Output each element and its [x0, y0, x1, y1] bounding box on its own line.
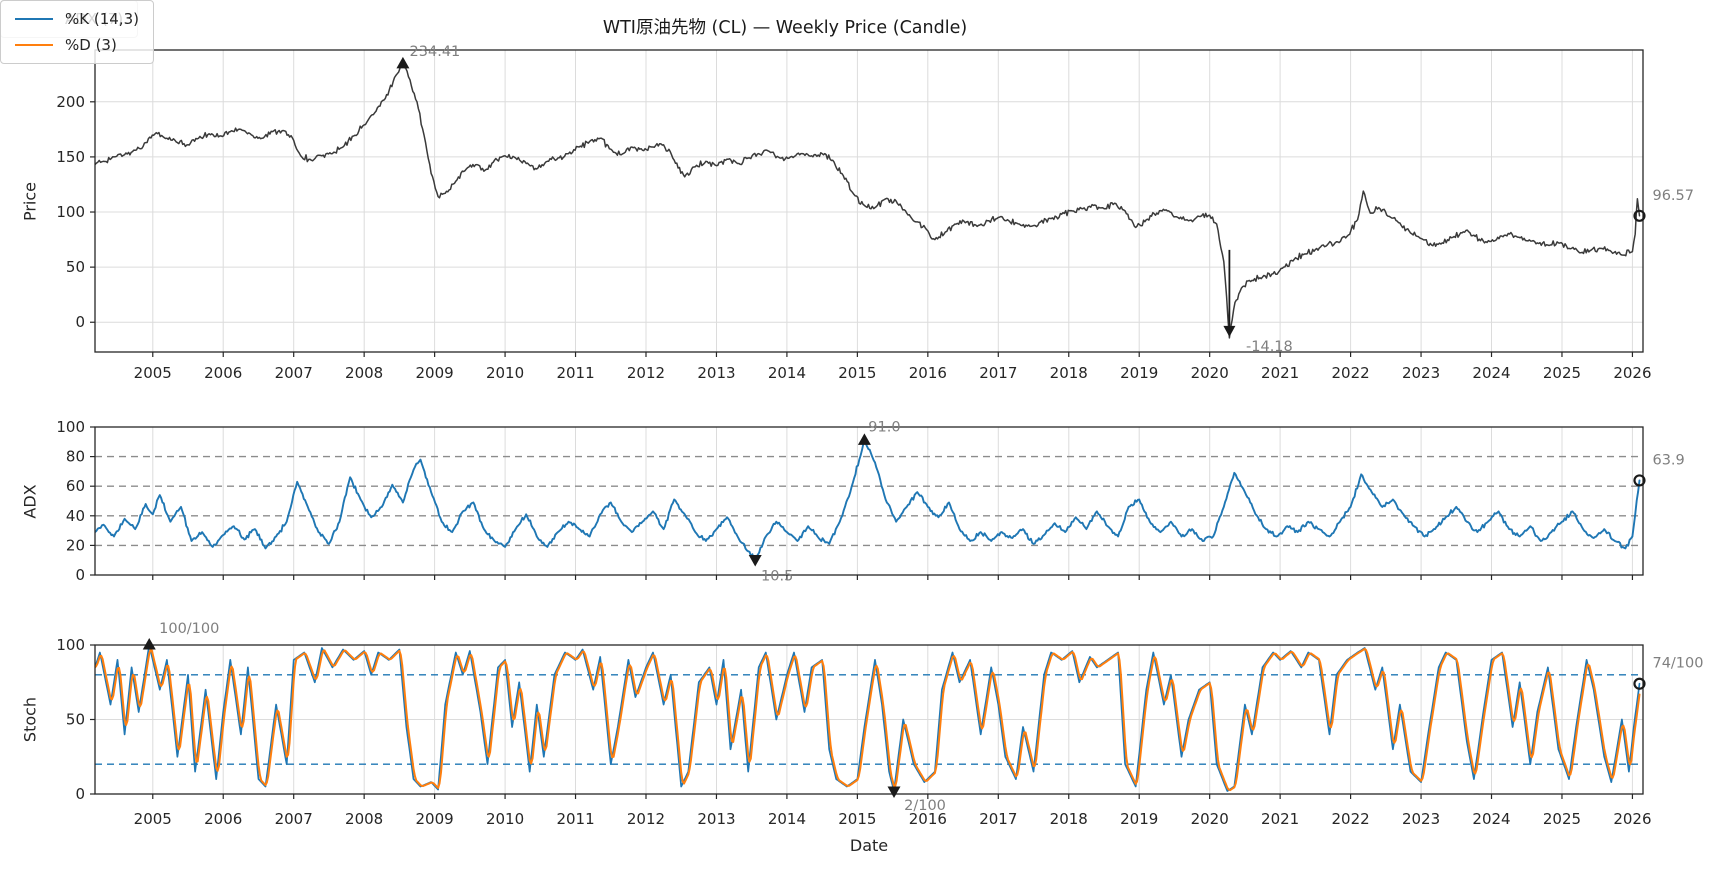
svg-text:100: 100	[56, 203, 85, 221]
adx-y-axis-label: ADX	[20, 484, 40, 519]
svg-text:2013: 2013	[697, 810, 735, 828]
stoch-legend: %K (14,3) %D (3)	[0, 0, 154, 64]
price-y-axis-label: Price	[20, 181, 40, 222]
stoch-annotation: 74/100	[1633, 656, 1703, 690]
stoch-annotation: 100/100	[142, 621, 219, 650]
price-annotation: -14.18	[1223, 249, 1293, 355]
svg-text:2006: 2006	[204, 810, 242, 828]
svg-text:2008: 2008	[345, 810, 383, 828]
svg-text:2011: 2011	[556, 810, 594, 828]
adx-series	[95, 439, 1641, 561]
svg-text:50: 50	[66, 258, 85, 276]
svg-text:2021: 2021	[1261, 364, 1299, 382]
svg-text:2009: 2009	[416, 810, 454, 828]
adx-annotation: 91.0	[857, 419, 901, 445]
svg-text:2014: 2014	[768, 810, 806, 828]
svg-text:-14.18: -14.18	[1246, 339, 1293, 355]
stoch-panel: 0 50 100 2005 2006 2007 2008 2009 2010 2011 2012 20…	[56, 636, 1651, 828]
x-axis-label: Date	[849, 836, 889, 855]
svg-text:91.0: 91.0	[868, 419, 900, 435]
svg-text:2025: 2025	[1543, 364, 1581, 382]
svg-text:2015: 2015	[838, 364, 876, 382]
svg-text:2014: 2014	[768, 364, 806, 382]
svg-text:2017: 2017	[979, 364, 1017, 382]
svg-text:2022: 2022	[1331, 810, 1369, 828]
svg-text:234.41: 234.41	[410, 44, 461, 60]
stoch-annotation: 2/100	[887, 786, 946, 814]
svg-text:2010: 2010	[486, 364, 524, 382]
adx-annotation: 63.9	[1633, 452, 1685, 487]
svg-text:2006: 2006	[204, 364, 242, 382]
stoch-k-legend-label: %K (14,3)	[65, 10, 139, 28]
svg-text:0: 0	[75, 785, 85, 803]
svg-text:2020: 2020	[1191, 810, 1229, 828]
svg-text:2020: 2020	[1191, 364, 1229, 382]
svg-text:2024: 2024	[1472, 810, 1510, 828]
svg-text:2023: 2023	[1402, 364, 1440, 382]
svg-text:2005: 2005	[134, 364, 172, 382]
svg-text:2012: 2012	[627, 364, 665, 382]
svg-text:2018: 2018	[1050, 364, 1088, 382]
svg-text:2017: 2017	[979, 810, 1017, 828]
price-series	[95, 63, 1641, 339]
price-annotation: 234.41	[396, 44, 460, 69]
price-panel: 0 50 100 150 200 2005 2006 2007 2008 2009 2010 2011…	[56, 49, 1652, 382]
svg-text:74/100: 74/100	[1652, 656, 1703, 672]
svg-text:2023: 2023	[1402, 810, 1440, 828]
svg-text:2007: 2007	[275, 364, 313, 382]
svg-text:60: 60	[66, 477, 85, 495]
svg-text:63.9: 63.9	[1652, 452, 1684, 468]
svg-text:2007: 2007	[275, 810, 313, 828]
stoch-d-legend-label: %D (3)	[65, 36, 117, 54]
svg-text:2012: 2012	[627, 810, 665, 828]
svg-text:0: 0	[75, 566, 85, 584]
stoch-y-axis-label: Stoch	[20, 696, 40, 743]
svg-text:100: 100	[56, 636, 85, 654]
svg-text:2010: 2010	[486, 810, 524, 828]
svg-text:2015: 2015	[838, 810, 876, 828]
svg-text:50: 50	[66, 711, 85, 729]
svg-text:2019: 2019	[1120, 364, 1158, 382]
svg-text:2025: 2025	[1543, 810, 1581, 828]
chart-title: WTI原油先物 (CL) — Weekly Price (Candle)	[602, 18, 968, 38]
svg-text:0: 0	[75, 313, 85, 331]
svg-text:96.57: 96.57	[1652, 188, 1694, 204]
svg-text:200: 200	[56, 93, 85, 111]
svg-text:2021: 2021	[1261, 810, 1299, 828]
stoch-d-legend-row: %D (3)	[15, 32, 139, 58]
svg-text:150: 150	[56, 148, 85, 166]
svg-text:2019: 2019	[1120, 810, 1158, 828]
svg-text:10.5: 10.5	[761, 568, 793, 584]
stoch-k-legend-row: %K (14,3)	[15, 6, 139, 32]
svg-text:2005: 2005	[134, 810, 172, 828]
svg-text:2013: 2013	[697, 364, 735, 382]
price-annotation: 96.57	[1633, 188, 1694, 222]
svg-text:100/100: 100/100	[159, 621, 219, 637]
stoch-series	[95, 645, 1641, 792]
svg-text:2009: 2009	[416, 364, 454, 382]
adx-annotation: 10.5	[748, 554, 793, 584]
svg-text:80: 80	[66, 448, 85, 466]
svg-text:2022: 2022	[1331, 364, 1369, 382]
svg-text:20: 20	[66, 536, 85, 554]
stoch-k-line-swatch	[15, 18, 53, 20]
svg-text:2011: 2011	[556, 364, 594, 382]
svg-text:2008: 2008	[345, 364, 383, 382]
svg-text:2018: 2018	[1050, 810, 1088, 828]
svg-text:2016: 2016	[909, 810, 947, 828]
svg-text:100: 100	[56, 418, 85, 436]
svg-text:2026: 2026	[1613, 364, 1651, 382]
svg-text:40: 40	[66, 507, 85, 525]
svg-text:2024: 2024	[1472, 364, 1510, 382]
stoch-d-line-swatch	[15, 44, 53, 46]
svg-text:2016: 2016	[909, 364, 947, 382]
svg-text:2026: 2026	[1613, 810, 1651, 828]
svg-text:2/100: 2/100	[904, 798, 946, 814]
adx-panel: 0 20 40 60 80 100	[56, 418, 1644, 584]
